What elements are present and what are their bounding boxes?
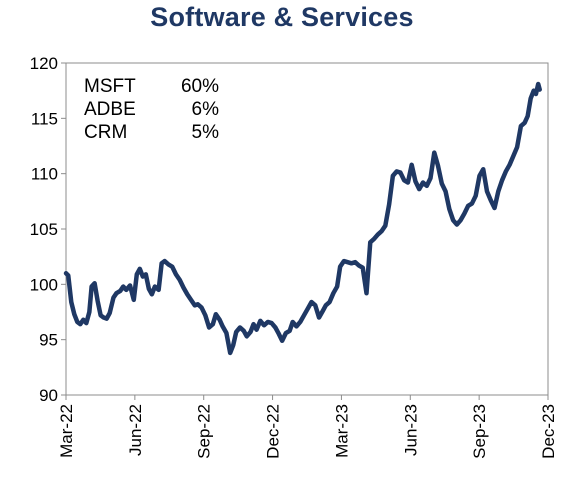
x-tick-label: Mar-22 xyxy=(57,404,76,458)
x-tick-label: Mar-23 xyxy=(332,404,351,458)
y-axis: 90 95 100 105 110 115 120 xyxy=(30,54,66,405)
y-tick-label: 100 xyxy=(30,275,58,294)
y-tick-label: 105 xyxy=(30,220,58,239)
x-tick-label: Dec-23 xyxy=(539,404,558,459)
annotation-weight: 5% xyxy=(192,122,220,143)
y-tick-label: 90 xyxy=(39,386,58,405)
x-tick-label: Jun-22 xyxy=(126,404,145,456)
y-tick-label: 110 xyxy=(31,165,58,184)
annotation-ticker: MSFT xyxy=(84,76,136,97)
y-tick-label: 95 xyxy=(39,331,58,350)
x-tick-label: Dec-22 xyxy=(264,404,283,459)
annotation-ticker: CRM xyxy=(84,122,127,143)
y-tick-label: 115 xyxy=(31,109,58,128)
annotation-weight: 6% xyxy=(192,99,220,120)
weights-annotation: MSFT 60% ADBE 6% CRM 5% xyxy=(84,76,219,143)
chart-title: Software & Services xyxy=(150,2,414,32)
x-tick-label: Jun-23 xyxy=(401,404,420,456)
x-tick-label: Sep-23 xyxy=(470,404,489,459)
plot-area-frame xyxy=(65,62,549,396)
series-line xyxy=(63,81,542,356)
x-axis: Mar-22 Jun-22 Sep-22 Dec-22 Mar-23 Jun-23 Sep-… xyxy=(57,395,558,459)
y-tick-label: 120 xyxy=(30,54,58,73)
annotation-weight: 60% xyxy=(181,76,219,97)
annotation-ticker: ADBE xyxy=(84,99,136,120)
x-tick-label: Sep-22 xyxy=(195,404,214,459)
